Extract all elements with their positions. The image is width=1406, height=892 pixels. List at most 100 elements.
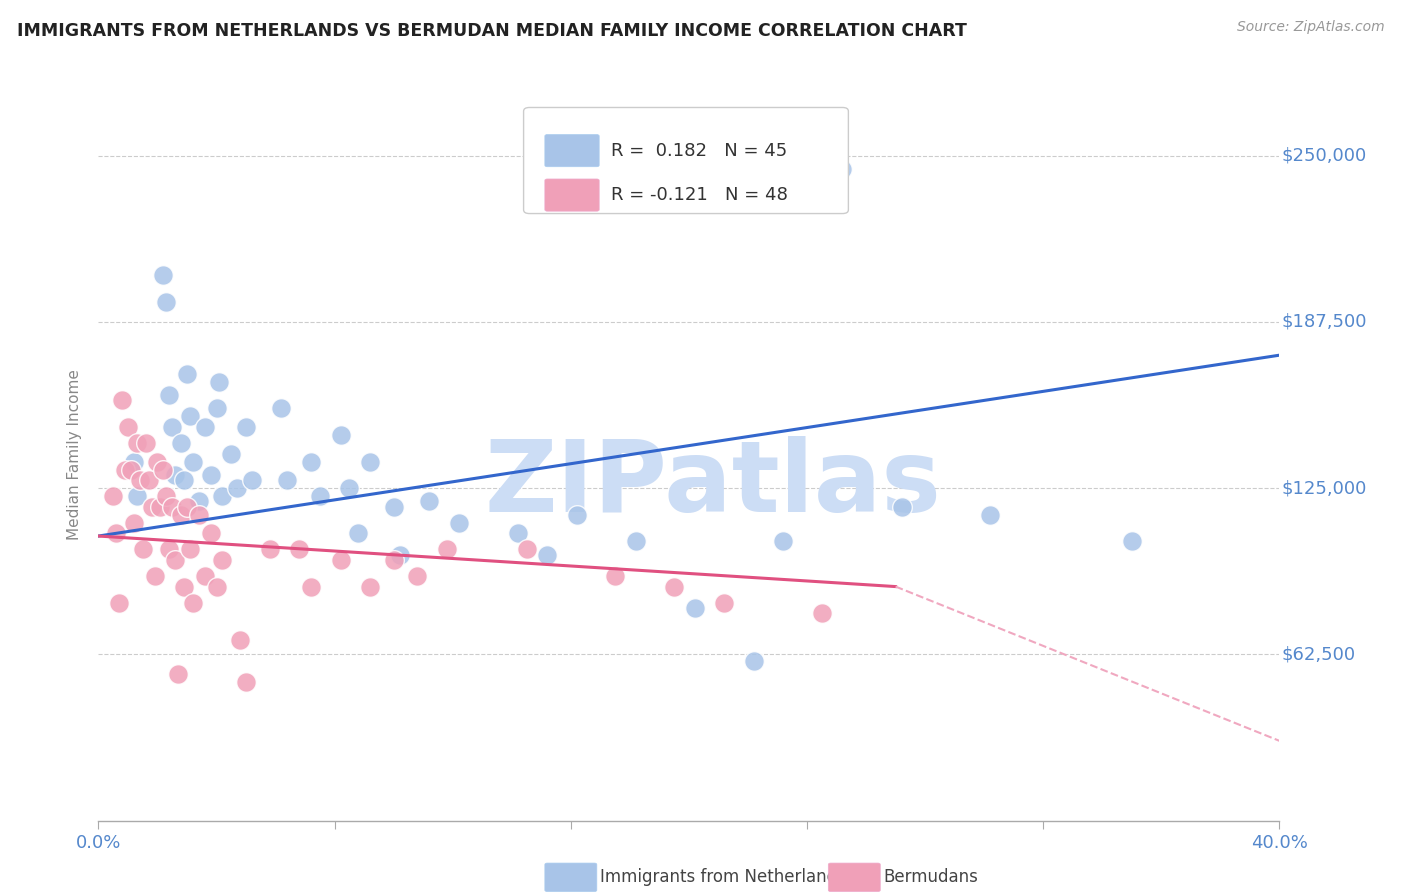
Point bbox=[235, 420, 257, 434]
FancyBboxPatch shape bbox=[523, 108, 848, 213]
Text: Bermudans: Bermudans bbox=[884, 868, 979, 886]
Point bbox=[179, 542, 201, 557]
Point bbox=[211, 489, 233, 503]
Text: R = -0.121   N = 48: R = -0.121 N = 48 bbox=[612, 186, 787, 204]
Point bbox=[226, 481, 249, 495]
Point bbox=[605, 569, 627, 583]
Point bbox=[162, 420, 183, 434]
Text: R =  0.182   N = 45: R = 0.182 N = 45 bbox=[612, 142, 787, 160]
Point bbox=[143, 569, 166, 583]
Point bbox=[122, 454, 145, 468]
Point bbox=[176, 367, 198, 381]
Point bbox=[211, 553, 233, 567]
Point bbox=[173, 580, 195, 594]
Point bbox=[742, 654, 765, 668]
Point bbox=[125, 489, 148, 503]
Point bbox=[347, 526, 370, 541]
Point bbox=[125, 436, 148, 450]
Text: $62,500: $62,500 bbox=[1282, 646, 1355, 664]
Point bbox=[831, 161, 853, 176]
Point bbox=[103, 489, 125, 503]
FancyBboxPatch shape bbox=[828, 863, 880, 892]
Point bbox=[152, 268, 174, 283]
Point bbox=[170, 508, 193, 522]
Point bbox=[515, 542, 537, 557]
Point bbox=[259, 542, 281, 557]
Point bbox=[664, 580, 686, 594]
Point bbox=[329, 428, 352, 442]
Point bbox=[111, 393, 134, 408]
Text: Immigrants from Netherlands: Immigrants from Netherlands bbox=[600, 868, 846, 886]
Point bbox=[167, 667, 190, 681]
Point bbox=[713, 595, 735, 609]
Point bbox=[329, 553, 352, 567]
Point bbox=[194, 420, 217, 434]
Point bbox=[447, 516, 470, 530]
Point bbox=[359, 580, 381, 594]
FancyBboxPatch shape bbox=[546, 179, 599, 211]
Point bbox=[683, 600, 706, 615]
Point bbox=[170, 436, 193, 450]
Y-axis label: Median Family Income: Median Family Income bbox=[67, 369, 83, 541]
Point bbox=[229, 632, 252, 647]
Point bbox=[157, 388, 180, 402]
Point bbox=[146, 454, 169, 468]
Point bbox=[120, 462, 142, 476]
Text: IMMIGRANTS FROM NETHERLANDS VS BERMUDAN MEDIAN FAMILY INCOME CORRELATION CHART: IMMIGRANTS FROM NETHERLANDS VS BERMUDAN … bbox=[17, 22, 967, 40]
Point bbox=[122, 516, 145, 530]
Point bbox=[506, 526, 529, 541]
Point bbox=[288, 542, 311, 557]
Point bbox=[240, 473, 263, 487]
Point bbox=[162, 500, 183, 514]
Point bbox=[624, 534, 647, 549]
Text: Source: ZipAtlas.com: Source: ZipAtlas.com bbox=[1237, 20, 1385, 34]
Point bbox=[337, 481, 360, 495]
Point bbox=[181, 595, 204, 609]
Point bbox=[181, 454, 204, 468]
Point bbox=[536, 548, 558, 562]
Point bbox=[117, 420, 139, 434]
Point bbox=[194, 569, 217, 583]
Text: $250,000: $250,000 bbox=[1282, 146, 1367, 165]
Point bbox=[205, 580, 228, 594]
Point bbox=[359, 454, 381, 468]
Point bbox=[105, 526, 128, 541]
Point bbox=[406, 569, 429, 583]
Point bbox=[152, 462, 174, 476]
Point bbox=[179, 409, 201, 424]
Point bbox=[187, 508, 209, 522]
Point bbox=[132, 542, 155, 557]
Text: $125,000: $125,000 bbox=[1282, 479, 1367, 497]
Point bbox=[299, 580, 322, 594]
Point bbox=[128, 473, 150, 487]
Point bbox=[176, 500, 198, 514]
Text: ZIPatlas: ZIPatlas bbox=[484, 435, 941, 533]
Point bbox=[235, 675, 257, 690]
Point bbox=[108, 595, 131, 609]
Point bbox=[187, 494, 209, 508]
Point bbox=[205, 401, 228, 416]
Point bbox=[1121, 534, 1143, 549]
Point bbox=[382, 500, 405, 514]
Point bbox=[157, 542, 180, 557]
Point bbox=[149, 500, 172, 514]
Point bbox=[299, 454, 322, 468]
FancyBboxPatch shape bbox=[546, 135, 599, 167]
Point bbox=[276, 473, 298, 487]
Point bbox=[388, 548, 411, 562]
Point bbox=[309, 489, 332, 503]
Point bbox=[135, 436, 157, 450]
Point bbox=[810, 606, 832, 620]
Point bbox=[436, 542, 458, 557]
Point bbox=[979, 508, 1001, 522]
Point bbox=[270, 401, 292, 416]
Point bbox=[114, 462, 136, 476]
Point bbox=[173, 473, 195, 487]
Point bbox=[165, 467, 187, 482]
Point bbox=[138, 473, 160, 487]
Point bbox=[772, 534, 794, 549]
Point bbox=[565, 508, 588, 522]
Point bbox=[418, 494, 440, 508]
Point bbox=[219, 447, 242, 461]
Text: $187,500: $187,500 bbox=[1282, 313, 1367, 331]
